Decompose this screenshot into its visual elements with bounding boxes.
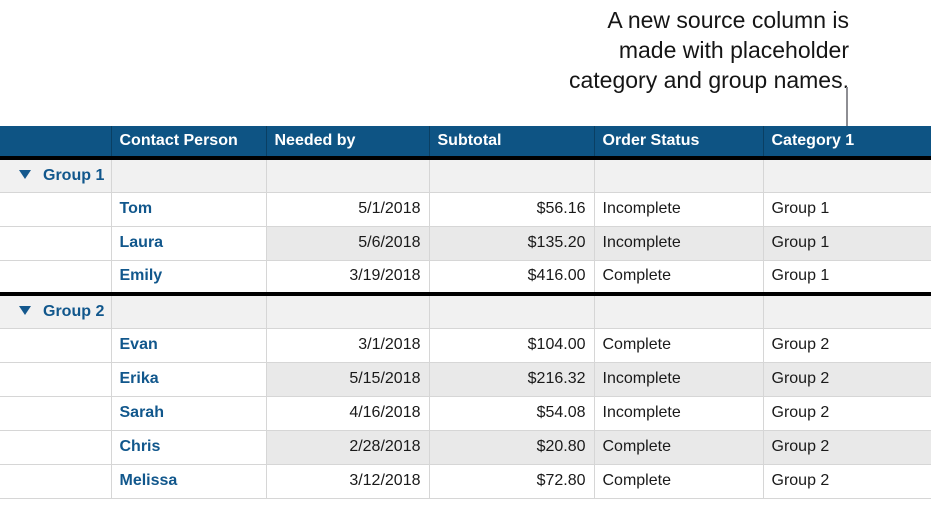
order-status-cell[interactable]: Incomplete (593, 395, 764, 431)
category-cell[interactable]: Group 2 (762, 327, 931, 363)
table-row: Tom 5/1/2018 $56.16 Incomplete Group 1 (0, 191, 931, 227)
callout-line-2: made with placeholder (618, 37, 849, 63)
group-label: Group 2 (43, 302, 105, 320)
needed-by-cell[interactable]: 2/28/2018 (265, 429, 430, 465)
empty-cell[interactable] (110, 293, 267, 329)
table-row: Emily 3/19/2018 $416.00 Complete Group 1 (0, 259, 931, 296)
contact-cell[interactable]: Laura (110, 225, 267, 261)
empty-cell[interactable] (110, 157, 267, 193)
order-status-cell[interactable]: Complete (593, 327, 764, 363)
row-header-cell[interactable] (0, 225, 112, 261)
header-cell-subtotal[interactable]: Subtotal (429, 126, 595, 160)
subtotal-cell[interactable]: $20.80 (428, 429, 595, 465)
empty-cell[interactable] (428, 157, 595, 193)
subtotal-cell[interactable]: $135.20 (428, 225, 595, 261)
needed-by-cell[interactable]: 5/6/2018 (265, 225, 430, 261)
order-status-cell[interactable]: Complete (593, 463, 764, 499)
callout-annotation: A new source column is made with placeho… (569, 5, 849, 95)
category-cell[interactable]: Group 1 (762, 225, 931, 261)
needed-by-cell[interactable]: 3/12/2018 (265, 463, 430, 499)
header-cell-rowhead[interactable] (0, 126, 112, 160)
table-row: Chris 2/28/2018 $20.80 Complete Group 2 (0, 429, 931, 465)
needed-by-cell[interactable]: 4/16/2018 (265, 395, 430, 431)
order-status-cell[interactable]: Incomplete (593, 361, 764, 397)
group-header-row: Group 1 (0, 157, 931, 193)
callout-line-1: A new source column is (607, 7, 849, 33)
header-cell-needed-by[interactable]: Needed by (266, 126, 430, 160)
empty-cell[interactable] (428, 293, 595, 329)
disclosure-triangle-icon[interactable] (19, 169, 31, 179)
subtotal-cell[interactable]: $56.16 (428, 191, 595, 227)
row-header-cell[interactable] (0, 429, 112, 465)
row-header-cell[interactable] (0, 259, 112, 296)
category-cell[interactable]: Group 2 (762, 395, 931, 431)
order-status-cell[interactable]: Incomplete (593, 225, 764, 261)
group-1-label-cell[interactable]: Group 1 (0, 157, 112, 193)
row-header-cell[interactable] (0, 361, 112, 397)
row-header-cell[interactable] (0, 191, 112, 227)
needed-by-cell[interactable]: 3/1/2018 (265, 327, 430, 363)
contact-cell[interactable]: Melissa (110, 463, 267, 499)
category-cell[interactable]: Group 2 (762, 361, 931, 397)
order-status-cell[interactable]: Complete (593, 429, 764, 465)
category-cell[interactable]: Group 2 (762, 463, 931, 499)
subtotal-cell[interactable]: $54.08 (428, 395, 595, 431)
header-row: Contact Person Needed by Subtotal Order … (0, 126, 931, 160)
callout-pointer-line (846, 87, 848, 126)
contact-cell[interactable]: Evan (110, 327, 267, 363)
order-status-cell[interactable]: Complete (593, 259, 764, 296)
order-status-cell[interactable]: Incomplete (593, 191, 764, 227)
subtotal-cell[interactable]: $416.00 (428, 259, 595, 296)
contact-cell[interactable]: Erika (110, 361, 267, 397)
row-header-cell[interactable] (0, 395, 112, 431)
empty-cell[interactable] (762, 293, 931, 329)
contact-cell[interactable]: Tom (110, 191, 267, 227)
disclosure-triangle-icon[interactable] (19, 305, 31, 315)
table-row: Sarah 4/16/2018 $54.08 Incomplete Group … (0, 395, 931, 431)
header-cell-order-status[interactable]: Order Status (594, 126, 764, 160)
needed-by-cell[interactable]: 3/19/2018 (265, 259, 430, 296)
contact-cell[interactable]: Sarah (110, 395, 267, 431)
category-cell[interactable]: Group 1 (762, 259, 931, 296)
header-cell-contact-person[interactable]: Contact Person (111, 126, 267, 160)
row-header-cell[interactable] (0, 463, 112, 499)
group-2-label-cell[interactable]: Group 2 (0, 293, 112, 329)
table-row: Evan 3/1/2018 $104.00 Complete Group 2 (0, 327, 931, 363)
table-row: Laura 5/6/2018 $135.20 Incomplete Group … (0, 225, 931, 261)
group-label: Group 1 (43, 166, 105, 184)
subtotal-cell[interactable]: $72.80 (428, 463, 595, 499)
row-header-cell[interactable] (0, 327, 112, 363)
contact-cell[interactable]: Emily (110, 259, 267, 296)
table-row: Melissa 3/12/2018 $72.80 Complete Group … (0, 463, 931, 499)
callout-line-3: category and group names. (568, 67, 849, 93)
subtotal-cell[interactable]: $216.32 (428, 361, 595, 397)
empty-cell[interactable] (762, 157, 931, 193)
empty-cell[interactable] (593, 293, 764, 329)
empty-cell[interactable] (265, 293, 430, 329)
contact-cell[interactable]: Chris (110, 429, 267, 465)
categorized-table: Contact Person Needed by Subtotal Order … (0, 126, 931, 499)
needed-by-cell[interactable]: 5/1/2018 (265, 191, 430, 227)
category-cell[interactable]: Group 2 (762, 429, 931, 465)
empty-cell[interactable] (265, 157, 430, 193)
category-cell[interactable]: Group 1 (762, 191, 931, 227)
needed-by-cell[interactable]: 5/15/2018 (265, 361, 430, 397)
subtotal-cell[interactable]: $104.00 (428, 327, 595, 363)
table-row: Erika 5/15/2018 $216.32 Incomplete Group… (0, 361, 931, 397)
empty-cell[interactable] (593, 157, 764, 193)
group-header-row: Group 2 (0, 293, 931, 329)
header-cell-category-1[interactable]: Category 1 (763, 126, 931, 160)
